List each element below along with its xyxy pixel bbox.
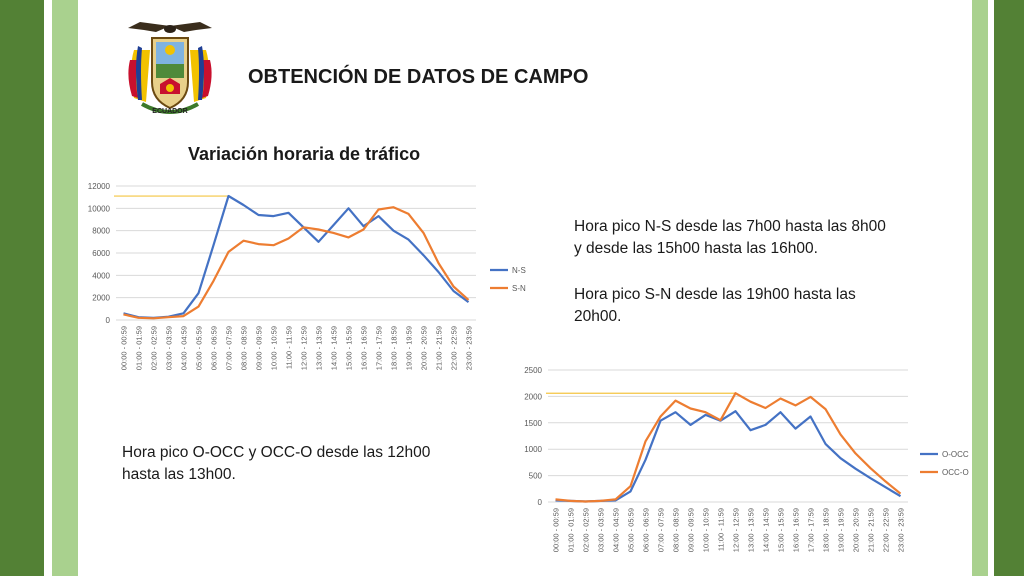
x-tick-label: 10:00 - 10:59 (270, 326, 279, 370)
x-tick-label: 18:00 - 18:59 (390, 326, 399, 370)
legend-label: N-S (512, 266, 526, 275)
x-tick-label: 11:00 - 11:59 (717, 508, 726, 551)
x-tick-label: 07:00 - 07:59 (657, 508, 666, 552)
x-tick-label: 05:00 - 05:59 (627, 508, 636, 552)
series-line-s-n (123, 206, 470, 320)
y-tick-label: 12000 (88, 182, 111, 191)
x-tick-label: 17:00 - 17:59 (807, 508, 816, 552)
x-tick-label: 21:00 - 21:59 (435, 326, 444, 370)
y-tick-label: 1000 (524, 445, 542, 454)
x-tick-label: 14:00 - 14:59 (762, 508, 771, 552)
y-tick-label: 8000 (92, 227, 110, 236)
note-ns-line1: Hora pico N-S desde las 7h00 hasta las 8… (574, 218, 886, 235)
y-tick-label: 2000 (524, 392, 542, 401)
x-tick-label: 15:00 - 15:59 (345, 326, 354, 370)
x-tick-label: 00:00 - 00:59 (120, 326, 129, 370)
x-tick-label: 06:00 - 06:59 (210, 326, 219, 370)
x-tick-label: 12:00 - 12:59 (732, 508, 741, 552)
y-tick-label: 1500 (524, 419, 542, 428)
x-tick-label: 03:00 - 03:59 (165, 326, 174, 370)
x-tick-label: 02:00 - 02:59 (150, 326, 159, 370)
x-tick-label: 19:00 - 19:59 (837, 508, 846, 552)
x-tick-label: 01:00 - 01:59 (135, 326, 144, 370)
y-tick-label: 0 (106, 316, 111, 325)
y-tick-label: 500 (529, 472, 543, 481)
series-line-n-s (123, 194, 470, 319)
y-tick-label: 4000 (92, 271, 110, 280)
note-sn-line2: 20h00. (574, 308, 622, 325)
note-occ-line1: Hora pico O-OCC y OCC-O desde las 12h00 (122, 444, 431, 461)
series-line-occ-o (555, 392, 902, 503)
x-tick-label: 09:00 - 09:59 (255, 326, 264, 370)
left-dark-band (0, 0, 44, 576)
x-tick-label: 03:00 - 03:59 (597, 508, 606, 552)
note-occ-peak: Hora pico O-OCC y OCC-O desde las 12h00 … (122, 442, 430, 486)
legend-label: O-OCC (942, 450, 969, 459)
x-tick-label: 22:00 - 22:59 (450, 326, 459, 370)
y-tick-label: 2500 (524, 366, 542, 375)
logo-caption: ECUADOR (152, 108, 188, 115)
x-tick-label: 04:00 - 04:59 (180, 326, 189, 370)
note-occ-line2: hasta las 13h00. (122, 466, 236, 483)
x-tick-label: 14:00 - 14:59 (330, 326, 339, 370)
x-tick-label: 04:00 - 04:59 (612, 508, 621, 552)
note-sn-line1: Hora pico S-N desde las 19h00 hasta las (574, 286, 856, 303)
x-tick-label: 07:00 - 07:59 (225, 326, 234, 370)
x-tick-label: 15:00 - 15:59 (777, 508, 786, 552)
legend-label: OCC-O (942, 468, 969, 477)
x-tick-label: 16:00 - 16:59 (792, 508, 801, 552)
right-dark-band (994, 0, 1024, 576)
y-tick-label: 2000 (92, 294, 110, 303)
x-tick-label: 09:00 - 09:59 (687, 508, 696, 552)
y-tick-label: 6000 (92, 249, 110, 258)
y-tick-label: 10000 (88, 204, 111, 213)
x-tick-label: 13:00 - 13:59 (315, 326, 324, 370)
x-tick-label: 18:00 - 18:59 (822, 508, 831, 552)
x-tick-label: 11:00 - 11:59 (285, 326, 294, 369)
x-tick-label: 01:00 - 01:59 (567, 508, 576, 552)
legend-label: S-N (512, 284, 526, 293)
x-tick-label: 13:00 - 13:59 (747, 508, 756, 552)
page-title: OBTENCIÓN DE DATOS DE CAMPO (248, 66, 589, 88)
x-tick-label: 20:00 - 20:59 (420, 326, 429, 370)
y-tick-label: 0 (538, 498, 543, 507)
hourly-traffic-chart-o-occ: 0 500 1000 1500 2000 2500 00:00 - 00:59 01:00 -… (524, 366, 969, 552)
ecuador-coat-of-arms-logo (128, 22, 212, 114)
chart-title: Variación horaria de tráfico (188, 144, 421, 164)
hourly-traffic-chart-ns-sn: 0 2000 4000 6000 8000 10000 12000 00:00 - 00:59… (88, 182, 526, 370)
x-tick-label: 23:00 - 23:59 (897, 508, 906, 552)
x-tick-label: 02:00 - 02:59 (582, 508, 591, 552)
x-tick-label: 19:00 - 19:59 (405, 326, 414, 370)
x-tick-label: 05:00 - 05:59 (195, 326, 204, 370)
x-tick-label: 22:00 - 22:59 (882, 508, 891, 552)
right-light-band (972, 0, 988, 576)
x-tick-label: 06:00 - 06:59 (642, 508, 651, 552)
note-sn-peak: Hora pico S-N desde las 19h00 hasta las … (574, 284, 856, 328)
x-tick-label: 12:00 - 12:59 (300, 326, 309, 370)
x-tick-label: 10:00 - 10:59 (702, 508, 711, 552)
left-light-band (52, 0, 78, 576)
x-tick-label: 08:00 - 08:59 (240, 326, 249, 370)
x-tick-label: 16:00 - 16:59 (360, 326, 369, 370)
note-ns-peak: Hora pico N-S desde las 7h00 hasta las 8… (574, 216, 886, 260)
x-tick-label: 17:00 - 17:59 (375, 326, 384, 370)
x-tick-label: 08:00 - 08:59 (672, 508, 681, 552)
x-tick-label: 23:00 - 23:59 (465, 326, 474, 370)
x-tick-label: 20:00 - 20:59 (852, 508, 861, 552)
x-tick-label: 21:00 - 21:59 (867, 508, 876, 552)
x-tick-label: 00:00 - 00:59 (552, 508, 561, 552)
note-ns-line2: y desde las 15h00 hasta las 16h00. (574, 240, 818, 257)
series-line-o-occ (555, 410, 902, 503)
